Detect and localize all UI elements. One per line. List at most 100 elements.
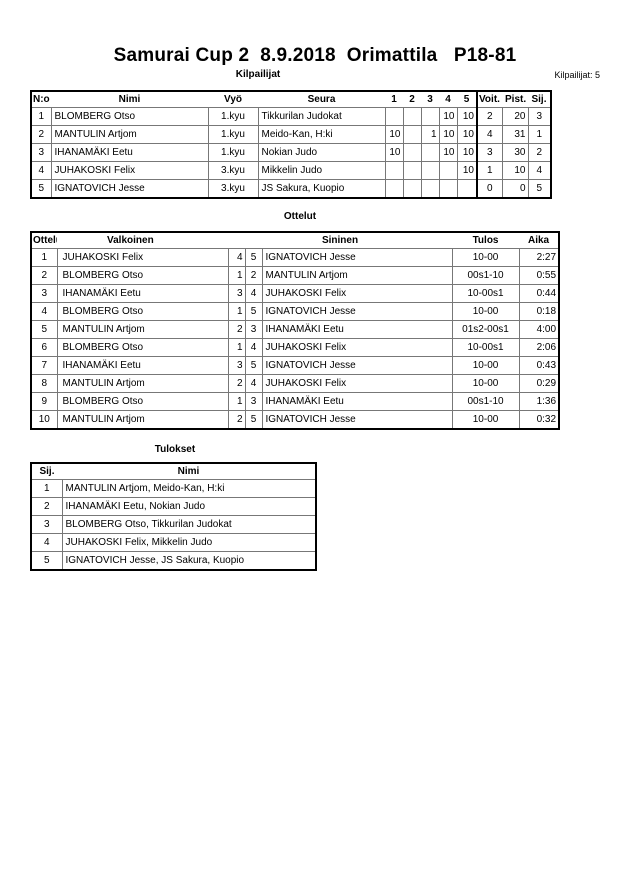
cell: 5 [527, 179, 552, 199]
cell: JUHAKOSKI Felix [56, 248, 229, 267]
cell: 00s1-10 [451, 266, 520, 285]
cell: 4 [30, 533, 63, 552]
cell: 0:43 [518, 356, 560, 375]
cell: 3 [244, 392, 263, 411]
cell: 10 [456, 161, 478, 180]
cell: 10 [456, 125, 478, 144]
cell: 2:06 [518, 338, 560, 357]
column-header: Aika [527, 235, 550, 246]
cell: 5 [30, 551, 63, 571]
cell: 3 [227, 356, 246, 375]
column-header: Valkoinen [107, 235, 154, 246]
cell: MANTULIN Artjom [56, 410, 229, 430]
column-header: Seura [307, 94, 336, 105]
cell: 1 [227, 266, 246, 285]
cell: 10 [456, 107, 478, 126]
match-row: 10 MANTULIN Artjom 2 5 IGNATOVICH Jesse 10-00… [30, 410, 560, 430]
match-row: 1 JUHAKOSKI Felix 4 5 IGNATOVICH Jesse 10-00 2… [30, 248, 560, 267]
cell: 5 [244, 410, 263, 430]
cell: 10 [438, 125, 458, 144]
cell: IGNATOVICH Jesse [261, 302, 453, 321]
cell: MANTULIN Artjom [56, 320, 229, 339]
cell: JUHAKOSKI Felix [50, 161, 209, 180]
cell: 4:00 [518, 320, 560, 339]
column-header: Pist. [505, 94, 527, 105]
cell: 1.kyu [207, 125, 259, 144]
match-row: 3 IHANAMÄKI Eetu 3 4 JUHAKOSKI Felix 10-00s1 0… [30, 284, 560, 303]
result-row: 2 IHANAMÄKI Eetu, Nokian Judo [30, 497, 317, 516]
cell: 4 [244, 374, 263, 393]
cell [456, 179, 478, 199]
result-row: 5 IGNATOVICH Jesse, JS Sakura, Kuopio [30, 551, 317, 571]
cell: MANTULIN Artjom [50, 125, 209, 144]
cell: 4 [527, 161, 552, 180]
cell: 6 [30, 338, 58, 357]
cell [420, 179, 440, 199]
cell [402, 125, 422, 144]
cell: JS Sakura, Kuopio [257, 179, 386, 199]
cell: 8 [30, 374, 58, 393]
cell: 2 [30, 266, 58, 285]
cell: BLOMBERG Otso [56, 302, 229, 321]
cell: 10-00s1 [451, 338, 520, 357]
cell: BLOMBERG Otso [50, 107, 209, 126]
column-header: Sininen [321, 235, 359, 246]
cell: 5 [244, 302, 263, 321]
cell: 4 [244, 338, 263, 357]
cell: 3 [30, 284, 58, 303]
cell: 1 [30, 107, 52, 126]
column-header: 4 [445, 94, 451, 105]
cell: 0 [501, 179, 529, 199]
cell: 20 [501, 107, 529, 126]
competitors-heading: Kilpailijat [235, 69, 281, 80]
cell: 31 [501, 125, 529, 144]
cell: 0:55 [518, 266, 560, 285]
cell: 3 [227, 284, 246, 303]
cell: BLOMBERG Otso [56, 338, 229, 357]
cell: IGNATOVICH Jesse [261, 248, 453, 267]
cell: IGNATOVICH Jesse, JS Sakura, Kuopio [61, 551, 317, 571]
cell: IHANAMÄKI Eetu [50, 143, 209, 162]
column-header: Ottelu [33, 235, 57, 246]
cell: 10 [456, 143, 478, 162]
cell [384, 161, 404, 180]
cell: 5 [244, 248, 263, 267]
cell: BLOMBERG Otso [56, 392, 229, 411]
match-row: 6 BLOMBERG Otso 1 4 JUHAKOSKI Felix 10-00s1 2:… [30, 338, 560, 357]
cell: JUHAKOSKI Felix [261, 284, 453, 303]
cell: 0:32 [518, 410, 560, 430]
cell: JUHAKOSKI Felix [261, 374, 453, 393]
cell: IHANAMÄKI Eetu [261, 392, 453, 411]
cell: 01s2-00s1 [451, 320, 520, 339]
cell [438, 161, 458, 180]
cell: 3.kyu [207, 179, 259, 199]
cell: 5 [30, 179, 52, 199]
cell: JUHAKOSKI Felix [261, 338, 453, 357]
cell: Meido-Kan, H:ki [257, 125, 386, 144]
match-row: 2 BLOMBERG Otso 1 2 MANTULIN Artjom 00s1-10 0:… [30, 266, 560, 285]
cell: MANTULIN Artjom, Meido-Kan, H:ki [61, 479, 317, 498]
cell: 1.kyu [207, 107, 259, 126]
cell: IHANAMÄKI Eetu [261, 320, 453, 339]
result-row: 4 JUHAKOSKI Felix, Mikkelin Judo [30, 533, 317, 552]
match-row: 7 IHANAMÄKI Eetu 3 5 IGNATOVICH Jesse 10-00 0:… [30, 356, 560, 375]
cell: 10-00s1 [451, 284, 520, 303]
cell: 10-00 [451, 302, 520, 321]
cell: 2 [227, 410, 246, 430]
cell: MANTULIN Artjom [261, 266, 453, 285]
cell: BLOMBERG Otso, Tikkurilan Judokat [61, 515, 317, 534]
cell: IGNATOVICH Jesse [50, 179, 209, 199]
cell: 10 [501, 161, 529, 180]
cell: 1 [527, 125, 552, 144]
cell: 7 [30, 356, 58, 375]
cell: IHANAMÄKI Eetu [56, 356, 229, 375]
cell: 3 [527, 107, 552, 126]
cell: 2:27 [518, 248, 560, 267]
cell: 00s1-10 [451, 392, 520, 411]
cell: MANTULIN Artjom [56, 374, 229, 393]
cell: 4 [30, 161, 52, 180]
cell: 2 [227, 320, 246, 339]
cell [420, 107, 440, 126]
result-row: 3 BLOMBERG Otso, Tikkurilan Judokat [30, 515, 317, 534]
